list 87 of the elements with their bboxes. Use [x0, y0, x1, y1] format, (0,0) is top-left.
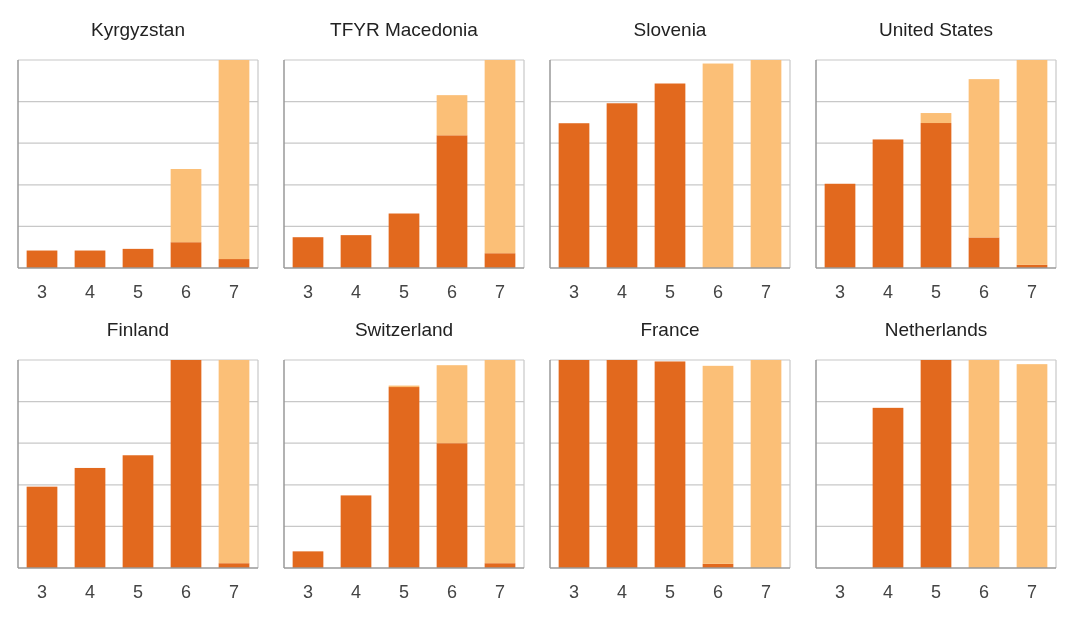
- bar: [218, 360, 250, 564]
- x-tick-label: 4: [882, 582, 894, 602]
- x-tick-label: 7: [228, 282, 240, 302]
- x-tick-label: 3: [568, 582, 580, 602]
- x-tick-label: 7: [760, 582, 772, 602]
- x-tick-label: 5: [664, 282, 676, 302]
- chart-title: Slovenia: [633, 19, 707, 40]
- chart-title: United States: [878, 19, 994, 40]
- bar: [170, 360, 202, 568]
- x-tick-label: 7: [494, 282, 506, 302]
- x-tick-label: 6: [712, 282, 724, 302]
- bar: [388, 387, 420, 568]
- bar: [824, 183, 856, 268]
- bar: [484, 253, 516, 268]
- x-tick-label: 4: [616, 282, 628, 302]
- bar: [436, 365, 468, 444]
- bar: [606, 360, 638, 568]
- bar: [436, 95, 468, 136]
- bar: [170, 242, 202, 268]
- x-tick-label: 6: [712, 582, 724, 602]
- x-tick-label: 6: [180, 582, 192, 602]
- x-tick-label: 4: [882, 282, 894, 302]
- bar: [654, 361, 686, 568]
- bar: [340, 235, 372, 268]
- x-tick-label: 5: [132, 282, 144, 302]
- x-tick-label: 3: [302, 582, 314, 602]
- x-tick-label: 5: [398, 282, 410, 302]
- chart-title: Kyrgyzstan: [91, 19, 185, 40]
- bar: [920, 113, 952, 124]
- x-tick-label: 5: [398, 582, 410, 602]
- bar: [292, 551, 324, 568]
- chart-title: Switzerland: [354, 319, 454, 340]
- x-tick-label: 4: [84, 582, 96, 602]
- x-tick-label: 4: [84, 282, 96, 302]
- x-tick-label: 7: [228, 582, 240, 602]
- bar: [750, 360, 782, 568]
- x-tick-label: 4: [350, 282, 362, 302]
- x-tick-label: 7: [760, 282, 772, 302]
- bar: [654, 83, 686, 268]
- bar: [702, 365, 734, 564]
- bar: [750, 60, 782, 268]
- bar: [292, 237, 324, 268]
- x-tick-label: 6: [180, 282, 192, 302]
- x-tick-label: 3: [568, 282, 580, 302]
- bar: [702, 63, 734, 268]
- x-tick-label: 6: [446, 582, 458, 602]
- bar: [968, 79, 1000, 238]
- bar: [484, 60, 516, 254]
- x-tick-label: 7: [1026, 282, 1038, 302]
- bar: [872, 139, 904, 268]
- bar: [388, 213, 420, 268]
- x-tick-label: 6: [978, 282, 990, 302]
- bar: [436, 135, 468, 268]
- x-tick-label: 7: [1026, 582, 1038, 602]
- x-tick-label: 3: [834, 282, 846, 302]
- x-tick-label: 3: [834, 582, 846, 602]
- bar: [968, 237, 1000, 268]
- bar: [74, 467, 106, 568]
- x-tick-label: 6: [446, 282, 458, 302]
- x-tick-label: 5: [930, 582, 942, 602]
- x-tick-label: 7: [494, 582, 506, 602]
- bar: [484, 360, 516, 564]
- bar: [26, 486, 58, 568]
- x-tick-label: 3: [36, 582, 48, 602]
- bar: [122, 455, 154, 568]
- chart-title: Netherlands: [884, 319, 988, 340]
- x-tick-label: 3: [36, 282, 48, 302]
- x-tick-label: 6: [978, 582, 990, 602]
- chart-title: France: [640, 319, 700, 340]
- bar: [558, 123, 590, 268]
- bar: [1016, 60, 1048, 265]
- bar: [170, 168, 202, 243]
- bar: [920, 123, 952, 268]
- bar: [436, 443, 468, 568]
- bar: [218, 60, 250, 260]
- bar: [558, 360, 590, 568]
- chart-title: TFYR Macedonia: [330, 19, 479, 40]
- bar: [606, 103, 638, 268]
- x-tick-label: 4: [616, 582, 628, 602]
- x-tick-label: 5: [930, 282, 942, 302]
- x-tick-label: 5: [664, 582, 676, 602]
- x-tick-label: 5: [132, 582, 144, 602]
- x-tick-label: 3: [302, 282, 314, 302]
- chart-title: Finland: [106, 319, 170, 340]
- x-tick-label: 4: [350, 582, 362, 602]
- bar: [122, 248, 154, 268]
- bar: [340, 495, 372, 568]
